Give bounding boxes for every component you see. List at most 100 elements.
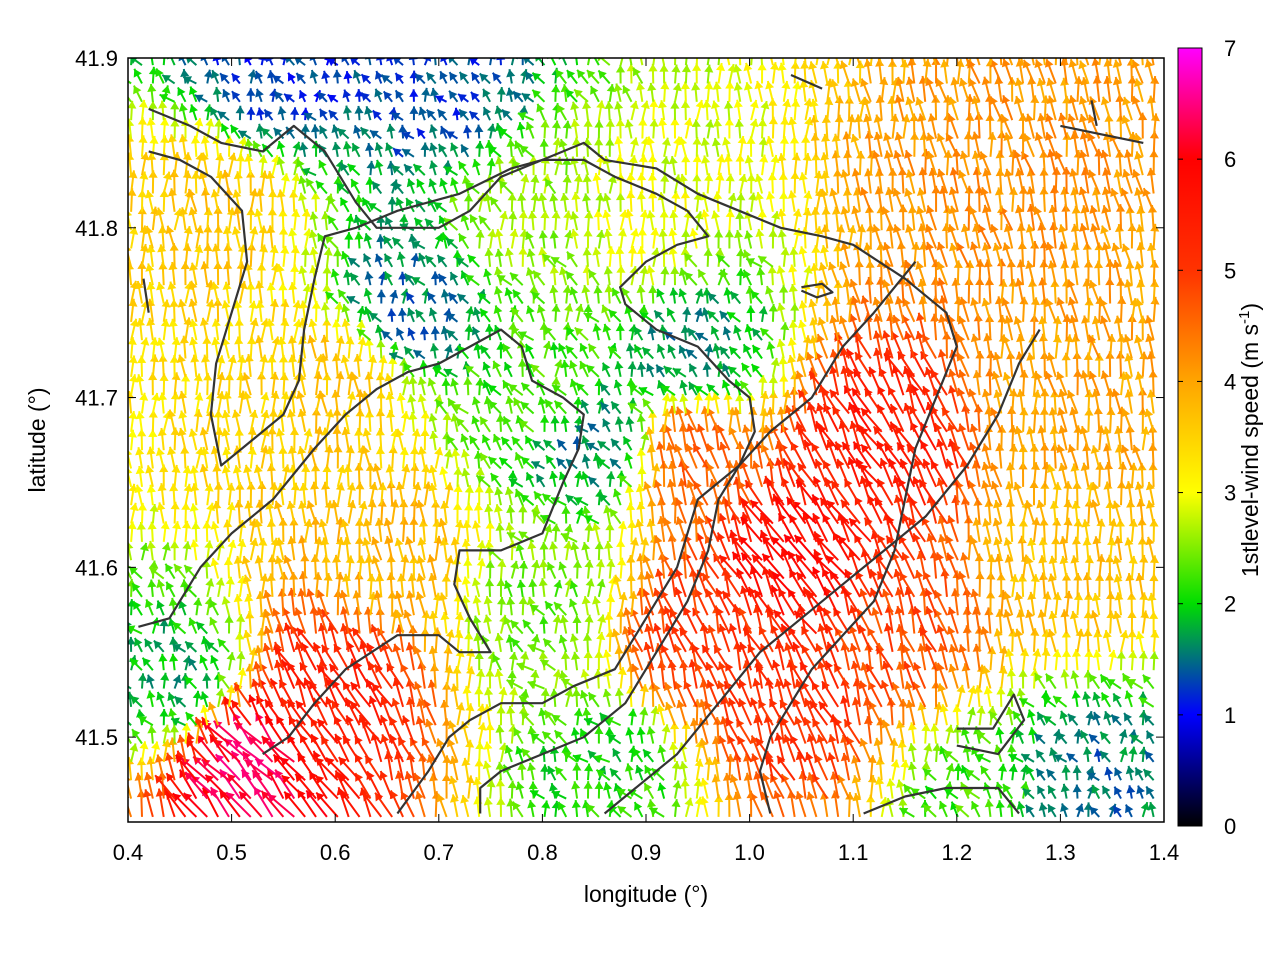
wind-vector-head [1019,698,1029,707]
wind-vector-head [815,643,824,653]
wind-vector-head [494,633,504,642]
plot-background [128,58,1164,822]
wind-vector-head [563,751,572,760]
wind-vector-head [673,681,683,691]
wind-vector-head [1101,692,1110,702]
wind-vector-head [656,704,666,713]
wind-vector-head [699,796,709,805]
wind-vector-head [209,617,218,627]
wind-vector-head [610,768,619,778]
wind-vector-head [1057,732,1066,742]
wind-vector-head [485,722,495,731]
wind-vector-head [827,752,836,762]
wind-vector-head [176,734,186,744]
wind-vector-head [795,791,805,800]
wind-vector-head [530,733,540,742]
wind-vector-head [1108,649,1118,659]
wind-vector-head [952,704,962,713]
wind-vector-head [1042,696,1052,706]
wind-vector-head [1143,769,1153,778]
wind-vector-head [793,716,803,726]
wind-vector-head [803,698,813,707]
wind-vector-head [245,663,255,672]
wind-vector-head [558,635,568,644]
wind-vector-head [380,734,390,743]
wind-vector-head [1150,630,1160,638]
wind-vector-head [1114,767,1123,777]
wind-vector-head [496,797,506,805]
wind-vector-head [900,759,910,768]
wind-vector-head [231,700,240,709]
wind-vector-head [1145,751,1154,760]
wind-vector-head [643,749,652,759]
wind-vector-head [506,705,516,714]
wind-vector-head [294,641,304,651]
wind-vector-head [643,642,653,651]
wind-vector-head [1126,785,1136,794]
wind-vector-head [132,729,141,739]
wind-vector-head [215,688,225,697]
wind-vector-head [401,715,411,725]
wind-vector-head [379,770,388,780]
wind-vector-head [226,685,236,694]
wind-vector-head [613,783,623,792]
wind-vector-head [561,678,571,687]
wind-vector-head [1030,628,1040,636]
wind-vector-head [316,607,325,616]
wind-vector-head [1125,765,1135,775]
wind-vector-head [669,742,679,751]
wind-vector-head [826,641,835,651]
wind-vector-head [583,650,593,659]
wind-vector-head [679,627,688,637]
wind-vector-head [495,761,505,770]
wind-vector-head [128,621,132,627]
wind-vector-head [172,674,182,684]
wind-vector-head [649,807,659,816]
wind-vector-head [449,756,459,765]
wind-vector-head [315,757,325,767]
wind-vector-head [1060,669,1070,678]
wind-vector-head [261,736,271,745]
wind-vector-head [948,664,958,673]
wind-vector-head [911,788,920,797]
wind-vector-head [1113,693,1122,703]
wind-vector-head [1091,784,1100,794]
wind-vector-head [889,738,899,747]
wind-vector-head [652,683,661,693]
wind-vector-head [1006,668,1016,677]
wind-vector-head [450,683,460,692]
wind-vector-head [171,717,180,726]
wind-vector-head [859,738,869,748]
wind-vector-head [210,655,219,665]
wind-vector-head [571,651,581,660]
wind-vector-head [572,763,582,771]
wind-vector-head [1135,631,1145,640]
wind-vector-head [738,642,748,651]
wind-vector-head [1046,629,1056,638]
wind-vector-head [625,727,635,736]
wind-vector-head [997,763,1008,772]
wind-vector-head [1037,785,1046,795]
wind-vector-head [242,630,252,639]
wind-vector [128,685,132,690]
wind-vector-head [445,629,455,639]
wind-vector-head [273,754,282,764]
wind-vector-head [413,772,422,782]
wind-vector-head [561,745,571,753]
wind-vector-head [326,757,335,767]
wind-vector-head [306,790,315,800]
wind-vector-head [704,757,714,766]
wind-vector-head [1070,670,1080,680]
wind-vector-head [196,621,205,631]
wind-vector-head [1073,729,1083,738]
wind-vector-head [936,624,945,634]
wind-vector-head [727,697,737,707]
wind-vector-head [538,708,548,717]
wind-vector-head [584,763,594,772]
wind-vector-head [1036,749,1045,759]
wind-vector-head [752,678,762,687]
wind-vector-head [172,644,182,652]
wind-vector-head [852,793,862,802]
wind-vector-head [465,775,475,784]
wind-vector-head [128,636,136,645]
